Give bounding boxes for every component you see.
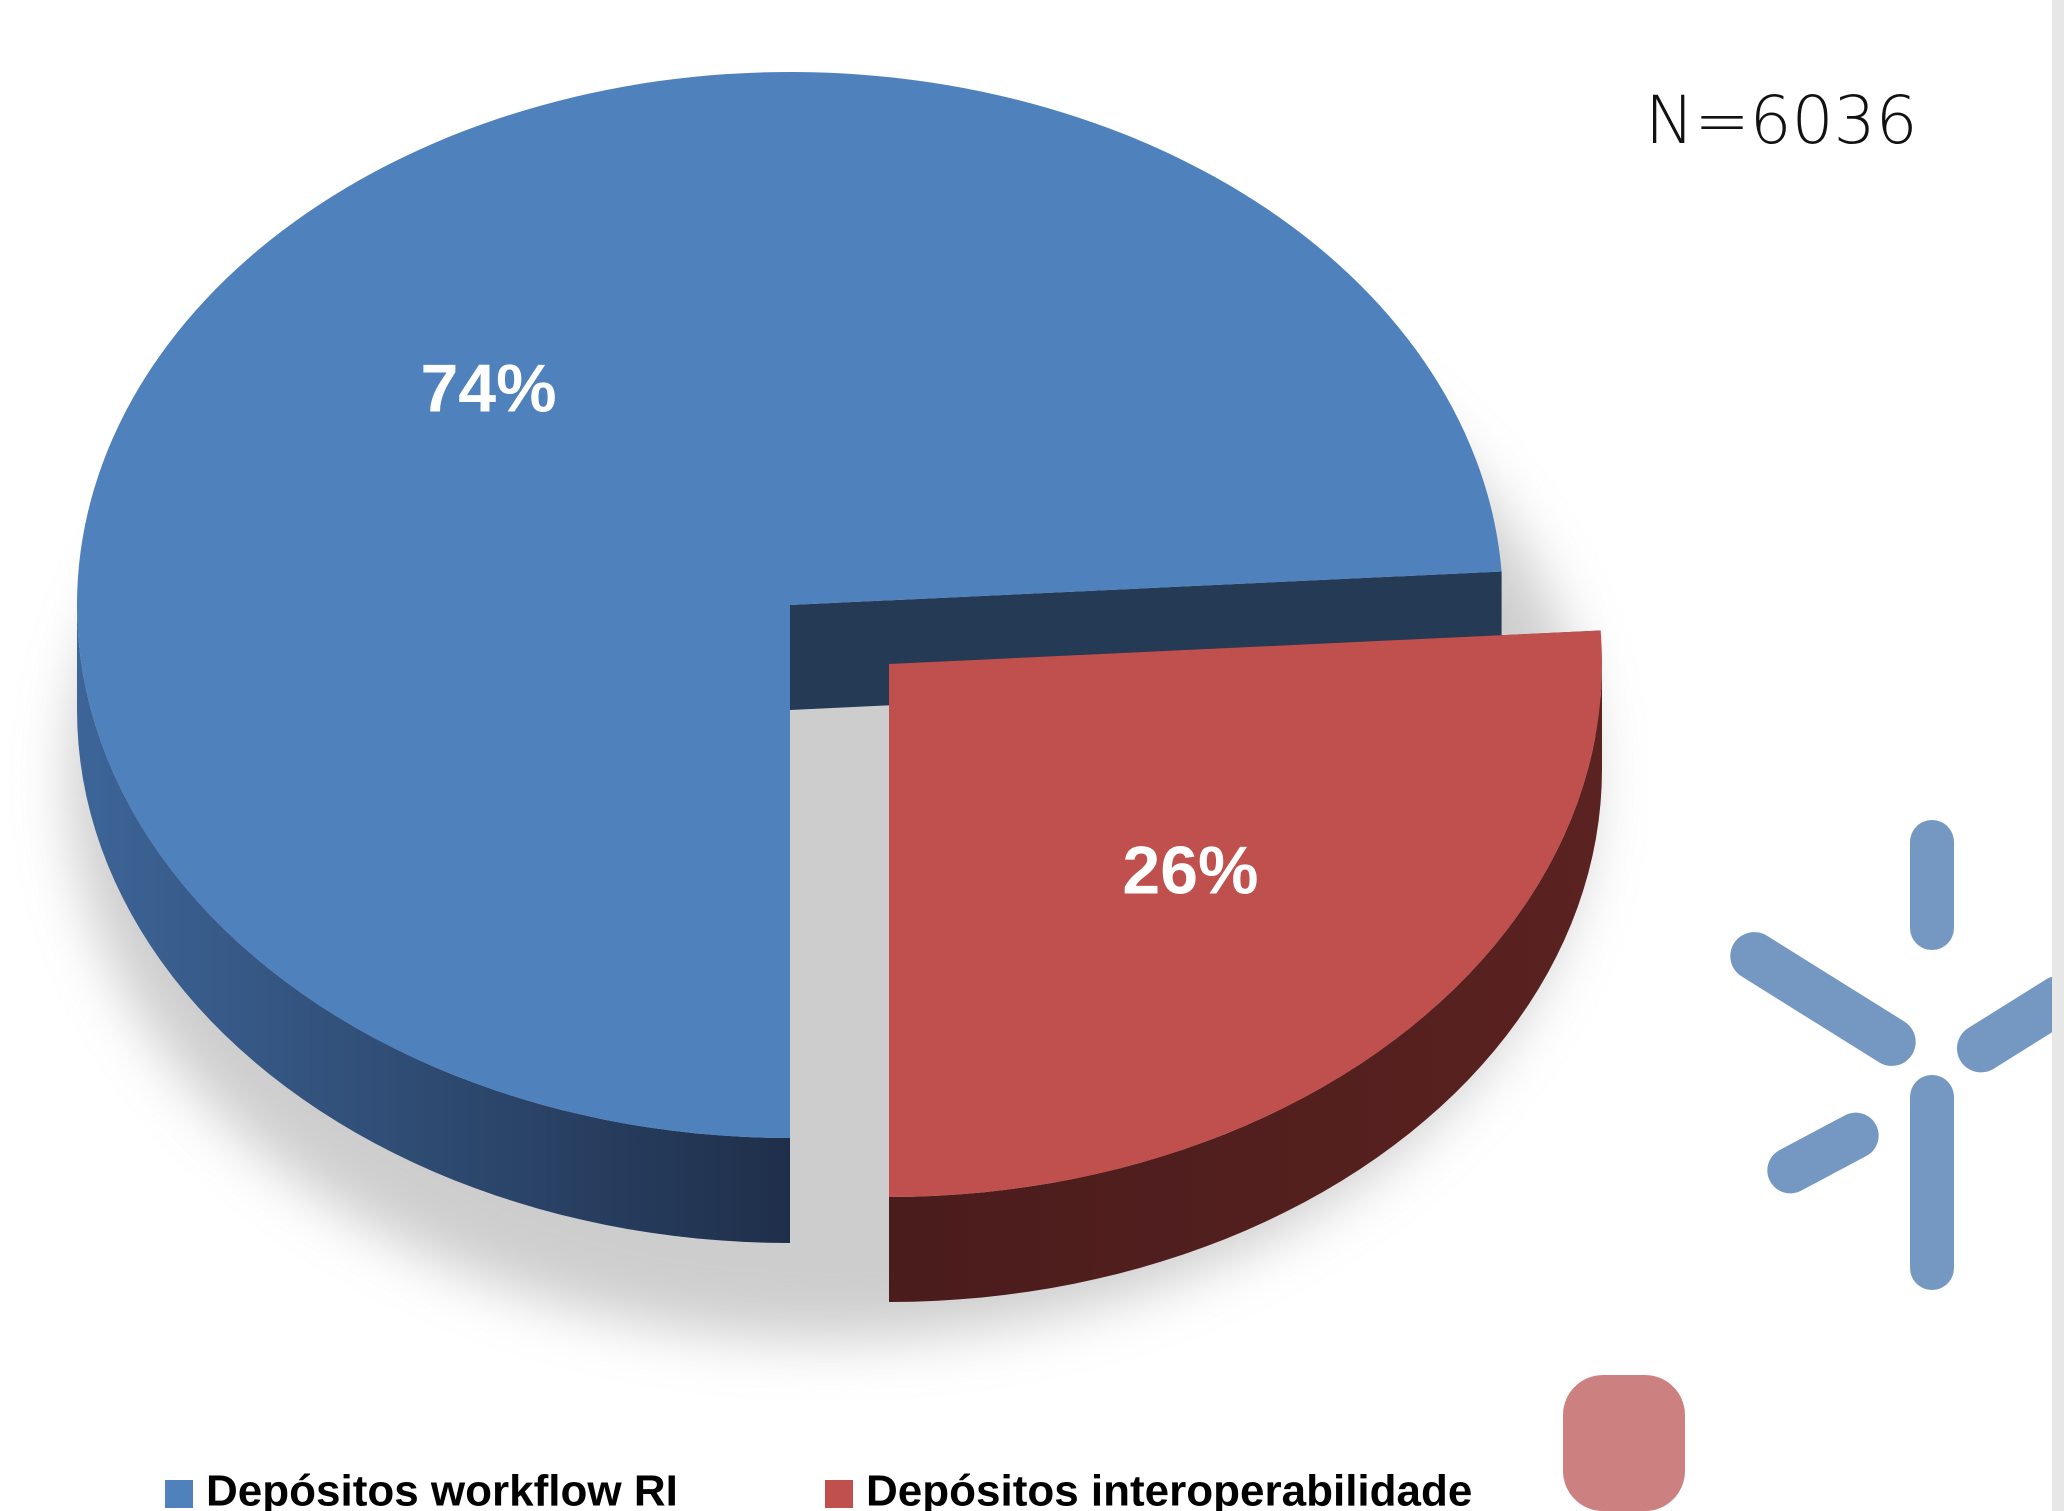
pie-slice bbox=[889, 631, 1602, 1197]
legend-label: Depósitos interoperabilidade bbox=[866, 1467, 1472, 1511]
logo bbox=[1563, 0, 2064, 1511]
data-label: 26% bbox=[1122, 833, 1258, 909]
data-label: 74% bbox=[420, 350, 556, 426]
legend: Depósitos workflow RI Depósitos interoper… bbox=[165, 1467, 1472, 1511]
legend-swatch bbox=[825, 1480, 853, 1508]
legend-swatch bbox=[165, 1480, 193, 1508]
chart: N=6036 Depósitos workflow RI Depósitos in… bbox=[0, 0, 2064, 1511]
legend-label: Depósitos workflow RI bbox=[206, 1467, 678, 1511]
page: {"chart_data": {"type": "pie", "annotati… bbox=[0, 0, 2064, 1511]
sample-size: N=6036 bbox=[1645, 82, 1918, 159]
